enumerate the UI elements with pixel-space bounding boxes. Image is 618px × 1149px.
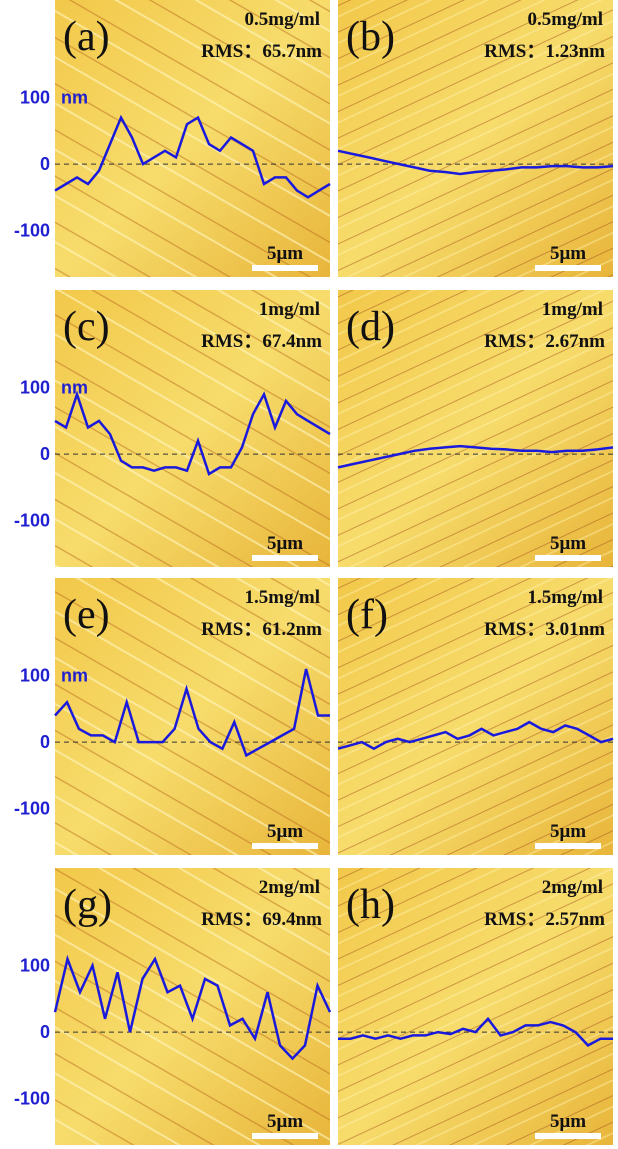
scale-bar bbox=[535, 1133, 601, 1139]
afm-texture bbox=[55, 290, 330, 567]
y-tick-label: 100 bbox=[20, 378, 50, 398]
rms: RMS：3.01nm bbox=[484, 619, 605, 640]
afm-texture bbox=[55, 578, 330, 855]
y-tick-label: 0 bbox=[40, 732, 50, 752]
panel-label: (g) bbox=[63, 882, 112, 928]
afm-texture bbox=[338, 578, 613, 855]
y-unit: nm bbox=[61, 88, 88, 108]
profile-line bbox=[54, 668, 330, 758]
concentration: 0.5mg/ml bbox=[528, 9, 603, 30]
profile-line bbox=[54, 390, 331, 476]
scale-bar bbox=[252, 1133, 318, 1139]
scale-label: 5μm bbox=[550, 821, 586, 842]
scale-bar bbox=[535, 265, 601, 271]
y-tick-label: 0 bbox=[40, 444, 50, 464]
scale-bar bbox=[535, 843, 601, 849]
y-tick-label: 100 bbox=[20, 666, 50, 686]
y-tick-label: -100 bbox=[14, 1089, 50, 1109]
afm-texture bbox=[338, 0, 613, 277]
concentration: 1.5mg/ml bbox=[528, 587, 603, 608]
panel-label: (h) bbox=[346, 882, 395, 928]
panel-label: (a) bbox=[63, 14, 110, 60]
scale-label: 5μm bbox=[550, 1111, 586, 1132]
scale-label: 5μm bbox=[267, 533, 303, 554]
y-tick-label: 100 bbox=[20, 88, 50, 108]
scale-label: 5μm bbox=[550, 243, 586, 264]
concentration: 1mg/ml bbox=[542, 299, 603, 320]
y-unit: nm bbox=[61, 378, 88, 398]
panel-label: (c) bbox=[63, 304, 110, 350]
profile-line bbox=[337, 444, 614, 469]
panel-label: (f) bbox=[346, 592, 388, 638]
rms: RMS：61.2nm bbox=[201, 619, 322, 640]
scale-label: 5μm bbox=[267, 1111, 303, 1132]
rms: RMS：1.23nm bbox=[484, 41, 605, 62]
concentration: 1mg/ml bbox=[259, 299, 320, 320]
y-tick-label: 100 bbox=[20, 956, 50, 976]
scale-bar bbox=[252, 265, 318, 271]
profile-line bbox=[337, 720, 614, 751]
y-tick-label: -100 bbox=[14, 511, 50, 531]
concentration: 2mg/ml bbox=[259, 877, 320, 898]
afm-texture bbox=[338, 290, 613, 567]
panel-label: (d) bbox=[346, 304, 395, 350]
panel-label: (e) bbox=[63, 592, 110, 638]
profile-line bbox=[337, 149, 614, 176]
scale-bar bbox=[535, 555, 601, 561]
rms: RMS：2.67nm bbox=[484, 331, 605, 352]
y-tick-label: 0 bbox=[40, 154, 50, 174]
y-unit: nm bbox=[61, 666, 88, 686]
concentration: 1.5mg/ml bbox=[245, 587, 320, 608]
profile-line bbox=[53, 954, 332, 1061]
scale-label: 5μm bbox=[267, 243, 303, 264]
rms: RMS：65.7nm bbox=[201, 41, 322, 62]
y-tick-label: -100 bbox=[14, 799, 50, 819]
concentration: 2mg/ml bbox=[542, 877, 603, 898]
profile-line bbox=[54, 114, 331, 199]
scale-label: 5μm bbox=[550, 533, 586, 554]
rms: RMS：69.4nm bbox=[201, 909, 322, 930]
rms: RMS：2.57nm bbox=[484, 909, 605, 930]
y-tick-label: 0 bbox=[40, 1022, 50, 1042]
scale-label: 5μm bbox=[267, 821, 303, 842]
scale-bar bbox=[252, 555, 318, 561]
concentration: 0.5mg/ml bbox=[245, 9, 320, 30]
afm-texture bbox=[55, 0, 330, 277]
profile-line bbox=[338, 1016, 613, 1047]
scale-bar bbox=[252, 843, 318, 849]
panel-label: (b) bbox=[346, 14, 395, 60]
y-tick-label: -100 bbox=[14, 221, 50, 241]
rms: RMS：67.4nm bbox=[201, 331, 322, 352]
afm-texture bbox=[338, 868, 613, 1145]
